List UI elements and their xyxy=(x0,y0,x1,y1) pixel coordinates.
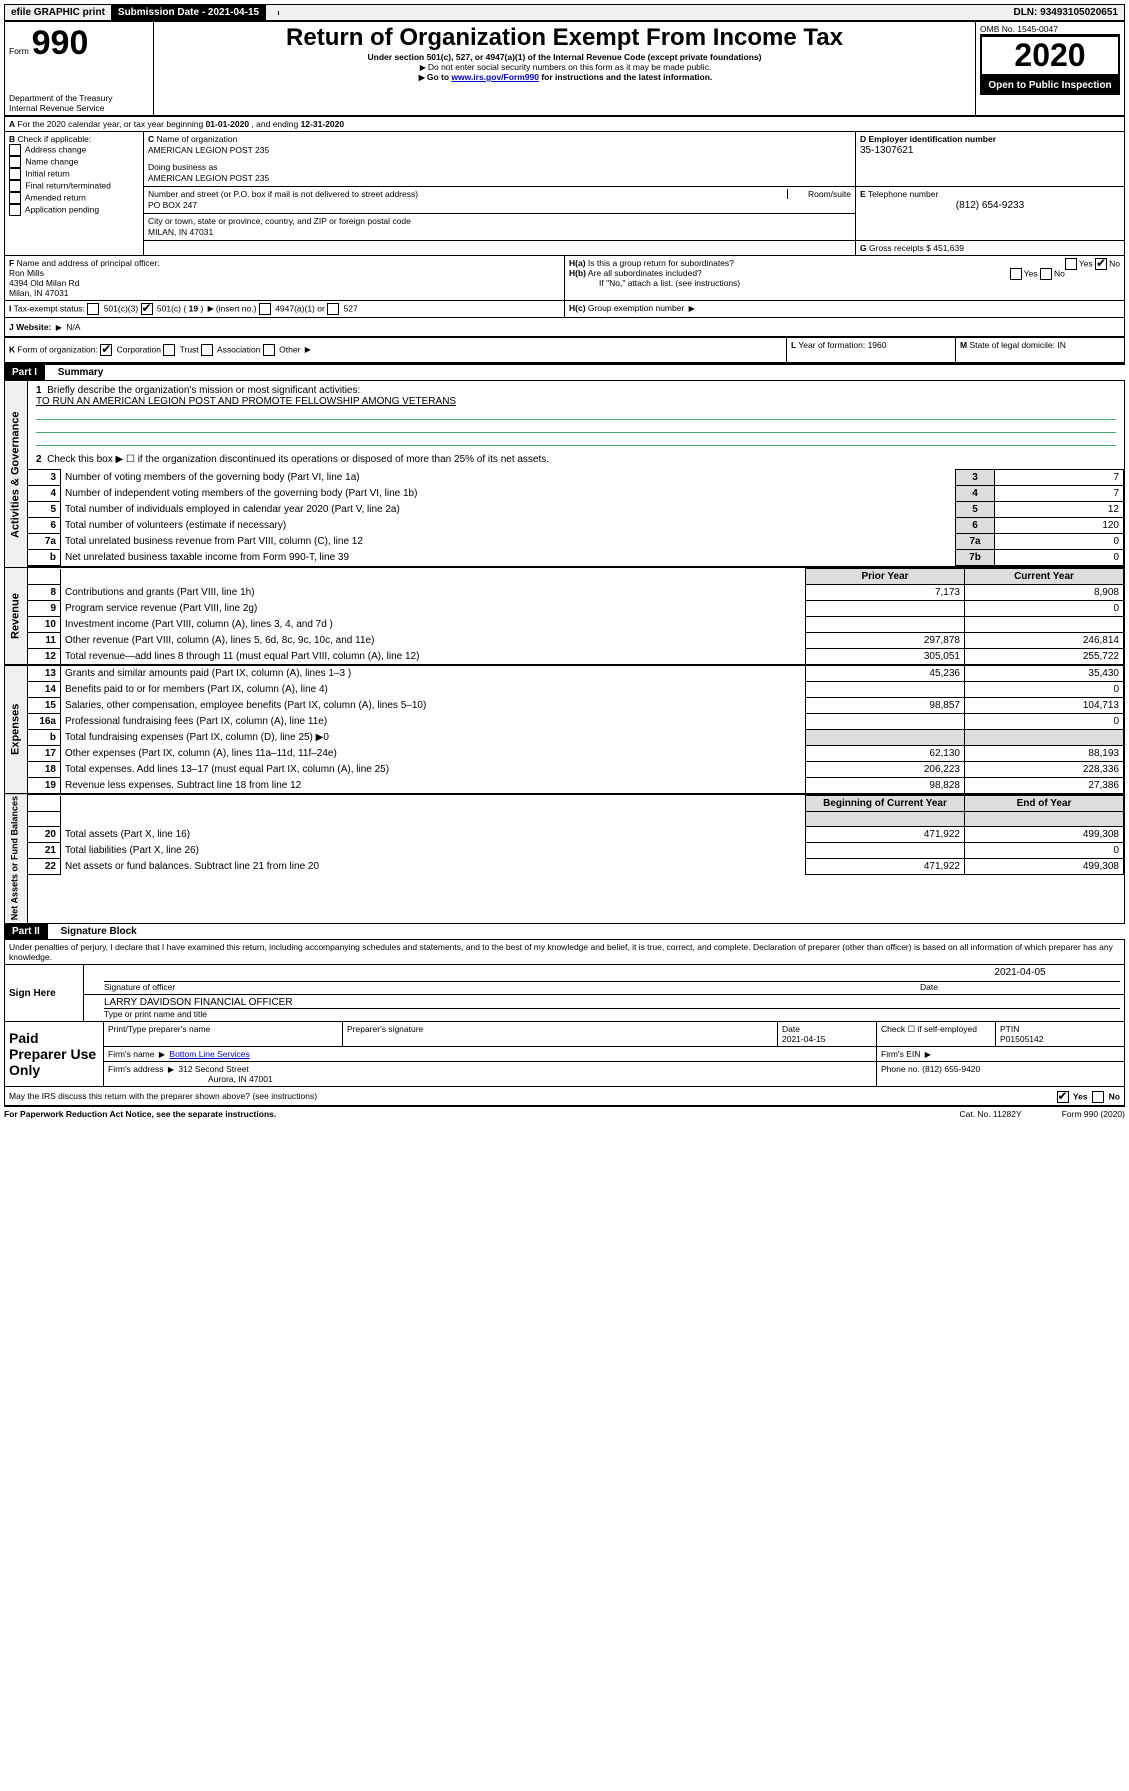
table-row: 18Total expenses. Add lines 13–17 (must … xyxy=(28,762,1124,778)
dept-treasury: Department of the Treasury xyxy=(9,93,149,103)
website: N/A xyxy=(66,322,80,332)
year-formation: 1960 xyxy=(868,340,887,350)
form-subtitle: Under section 501(c), 527, or 4947(a)(1)… xyxy=(158,52,971,62)
side-governance: Activities & Governance xyxy=(5,381,28,567)
table-row: 10Investment income (Part VIII, column (… xyxy=(28,617,1124,633)
netassets-table: Beginning of Current YearEnd of Year 20T… xyxy=(28,795,1124,875)
ha-no[interactable] xyxy=(1095,258,1107,270)
efile-label[interactable]: efile GRAPHIC print xyxy=(5,5,112,20)
expenses-table: 13Grants and similar amounts paid (Part … xyxy=(28,666,1124,794)
chk-app-pending[interactable] xyxy=(9,204,21,216)
table-row: 17Other expenses (Part IX, column (A), l… xyxy=(28,746,1124,762)
table-row: 14Benefits paid to or for members (Part … xyxy=(28,682,1124,698)
officer-name: Ron Mills xyxy=(9,268,44,278)
signature-block: Sign Here 2021-04-05 Signature of office… xyxy=(4,964,1125,1022)
dba: AMERICAN LEGION POST 235 xyxy=(148,173,269,183)
table-row: 20Total assets (Part X, line 16)471,9224… xyxy=(28,827,1124,843)
table-row: 19Revenue less expenses. Subtract line 1… xyxy=(28,778,1124,794)
table-row: 15Salaries, other compensation, employee… xyxy=(28,698,1124,714)
entity-block: B Check if applicable: Address change Na… xyxy=(4,132,1125,256)
firm-link[interactable]: Bottom Line Services xyxy=(169,1049,249,1059)
form990-link[interactable]: www.irs.gov/Form990 xyxy=(451,72,539,82)
table-row: 11Other revenue (Part VIII, column (A), … xyxy=(28,633,1124,649)
topbar: efile GRAPHIC print Submission Date - 20… xyxy=(4,4,1125,21)
officer-block: F Name and address of principal officer:… xyxy=(4,256,1125,301)
prep-phone: (812) 655-9420 xyxy=(922,1064,980,1074)
paid-preparer: Paid Preparer Use Only xyxy=(5,1022,104,1087)
mission-text: TO RUN AN AMERICAN LEGION POST AND PROMO… xyxy=(36,396,456,407)
note-ssn: Do not enter social security numbers on … xyxy=(428,62,711,72)
chk-address-change[interactable] xyxy=(9,144,21,156)
gross-receipts: 451,639 xyxy=(933,243,964,253)
tax-exempt-row: I Tax-exempt status: 501(c)(3) 501(c) ( … xyxy=(4,301,1125,318)
form-title: Return of Organization Exempt From Incom… xyxy=(158,24,971,52)
table-row: 22Net assets or fund balances. Subtract … xyxy=(28,859,1124,875)
ein: 35-1307621 xyxy=(860,145,913,156)
governance-table: 3Number of voting members of the governi… xyxy=(28,469,1124,566)
preparer-block: Paid Preparer Use Only Print/Type prepar… xyxy=(4,1022,1125,1087)
table-row: 6Total number of volunteers (estimate if… xyxy=(28,518,1124,534)
klm-row: K Form of organization: Corporation Trus… xyxy=(4,338,1125,364)
chk-initial-return[interactable] xyxy=(9,168,21,180)
hb-yes[interactable] xyxy=(1010,268,1022,280)
table-row: 7aTotal unrelated business revenue from … xyxy=(28,534,1124,550)
dln: DLN: 93493105020651 xyxy=(1007,5,1124,20)
table-row: 16aProfessional fundraising fees (Part I… xyxy=(28,714,1124,730)
open-public: Open to Public Inspection xyxy=(980,76,1120,95)
table-row: 8Contributions and grants (Part VIII, li… xyxy=(28,585,1124,601)
chk-corp[interactable] xyxy=(100,344,112,356)
part1-header: Part I Summary xyxy=(4,364,1125,381)
chk-amended[interactable] xyxy=(9,192,21,204)
street: PO BOX 247 xyxy=(148,200,197,210)
chk-name-change[interactable] xyxy=(9,156,21,168)
table-row: 4Number of independent voting members of… xyxy=(28,486,1124,502)
part1-body: Activities & Governance 1 Briefly descri… xyxy=(4,381,1125,923)
state-domicile: IN xyxy=(1057,340,1066,350)
submission-date: Submission Date - 2021-04-15 xyxy=(112,5,266,20)
table-row: 3Number of voting members of the governi… xyxy=(28,470,1124,486)
form-header: Form 990 Department of the Treasury Inte… xyxy=(4,21,1125,117)
table-row: 5Total number of individuals employed in… xyxy=(28,502,1124,518)
website-row: J Website: N/A xyxy=(4,318,1125,338)
tax-year: 2020 xyxy=(980,35,1120,76)
hb-no[interactable] xyxy=(1040,268,1052,280)
ptin: P01505142 xyxy=(1000,1034,1044,1044)
table-row: bNet unrelated business taxable income f… xyxy=(28,550,1124,566)
org-name: AMERICAN LEGION POST 235 xyxy=(148,145,269,155)
irs-label: Internal Revenue Service xyxy=(9,103,149,113)
chk-final-return[interactable] xyxy=(9,180,21,192)
discuss-yes[interactable] xyxy=(1057,1091,1069,1103)
form-prefix: Form xyxy=(9,46,29,56)
side-revenue: Revenue xyxy=(5,567,28,665)
form-number: 990 xyxy=(32,24,89,62)
table-row: 13Grants and similar amounts paid (Part … xyxy=(28,666,1124,682)
table-row: 9Program service revenue (Part VIII, lin… xyxy=(28,601,1124,617)
discuss-no[interactable] xyxy=(1092,1091,1104,1103)
table-row: 12Total revenue—add lines 8 through 11 (… xyxy=(28,649,1124,665)
declaration: Under penalties of perjury, I declare th… xyxy=(4,940,1125,964)
side-netassets: Net Assets or Fund Balances xyxy=(5,794,28,923)
officer-printed: LARRY DAVIDSON FINANCIAL OFFICER xyxy=(104,997,1120,1009)
table-row: 21Total liabilities (Part X, line 26)0 xyxy=(28,843,1124,859)
footer: For Paperwork Reduction Act Notice, see … xyxy=(4,1107,1125,1121)
sign-here: Sign Here xyxy=(5,965,84,1022)
ha-yes[interactable] xyxy=(1065,258,1077,270)
period-row: A For the 2020 calendar year, or tax yea… xyxy=(4,117,1125,132)
omb: OMB No. 1545-0047 xyxy=(980,24,1120,35)
discuss-row: May the IRS discuss this return with the… xyxy=(4,1087,1125,1107)
revenue-table: Prior YearCurrent Year 8Contributions an… xyxy=(28,568,1124,665)
phone: (812) 654-9233 xyxy=(860,200,1120,211)
chk-501c[interactable] xyxy=(141,303,153,315)
part2-header: Part II Signature Block xyxy=(4,923,1125,940)
table-row: bTotal fundraising expenses (Part IX, co… xyxy=(28,730,1124,746)
side-expenses: Expenses xyxy=(5,665,28,794)
city-state-zip: MILAN, IN 47031 xyxy=(148,227,213,237)
